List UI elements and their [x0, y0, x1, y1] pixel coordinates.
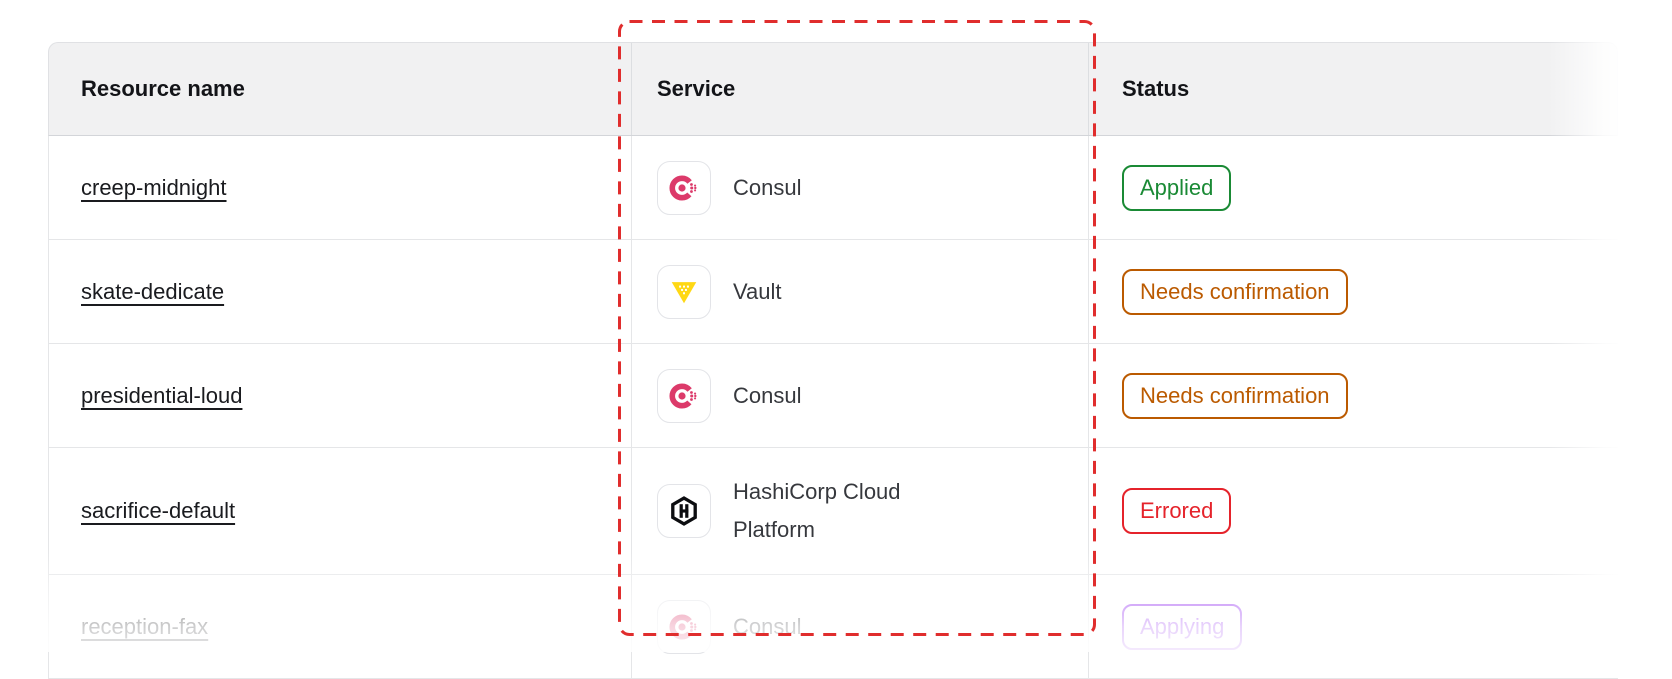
status-badge: Needs confirmation: [1122, 268, 1348, 315]
resource-link[interactable]: sacrifice-default: [81, 498, 236, 523]
consul-icon: [657, 599, 711, 654]
consul-icon: [657, 368, 711, 423]
table-body: creep-midnight Consul: [48, 136, 1618, 679]
column-header-service: Service: [631, 43, 1088, 135]
service-name: Consul: [733, 613, 802, 639]
column-header-resource-name: Resource name: [81, 76, 245, 101]
service-name: Consul: [733, 174, 802, 200]
resource-link[interactable]: reception-fax: [81, 613, 209, 639]
status-badge: Applying: [1122, 603, 1243, 650]
hcp-icon: [657, 484, 711, 538]
status-badge: Errored: [1122, 488, 1232, 534]
resources-table: Resource name Service Status creep-midni…: [48, 42, 1618, 679]
status-badge: Needs confirmation: [1122, 372, 1348, 419]
table-row: presidential-loud Consul: [48, 344, 1618, 448]
table-row: sacrifice-default HashiCorp Cloud Platfo…: [48, 448, 1618, 575]
service-name: Vault: [733, 278, 782, 304]
service-name: HashiCorp Cloud Platform: [733, 479, 901, 542]
consul-icon: [657, 160, 711, 215]
table-header-row: Resource name Service Status: [48, 42, 1618, 136]
status-badge: Applied: [1122, 164, 1232, 211]
table-row: skate-dedicate Vault Need: [48, 240, 1618, 344]
table-row: reception-fax Consul: [48, 575, 1618, 679]
vault-icon: [657, 264, 711, 319]
column-header-status: Status: [1088, 43, 1617, 135]
resource-link[interactable]: creep-midnight: [81, 174, 227, 200]
table-row: creep-midnight Consul: [48, 136, 1618, 240]
resource-link[interactable]: presidential-loud: [81, 382, 243, 408]
resource-link[interactable]: skate-dedicate: [81, 278, 225, 304]
service-name: Consul: [733, 382, 802, 408]
